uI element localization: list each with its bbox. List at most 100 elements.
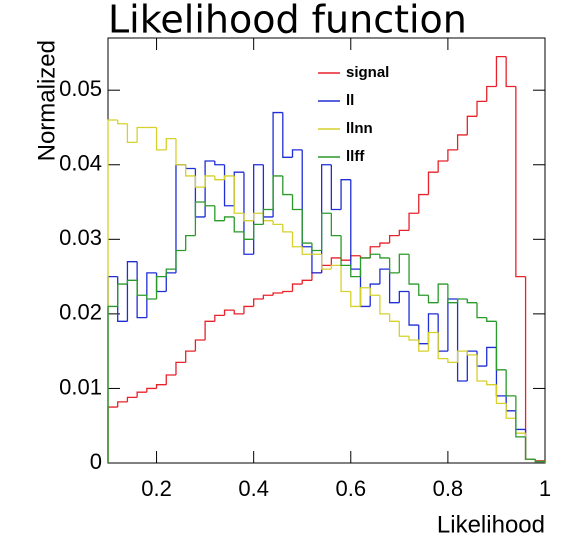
histogram-step bbox=[369, 253, 380, 258]
histogram-step bbox=[340, 235, 351, 267]
histogram-step bbox=[369, 287, 380, 296]
histogram-step bbox=[340, 265, 351, 293]
histogram-step bbox=[466, 351, 478, 356]
histogram-step bbox=[126, 396, 138, 402]
histogram-step bbox=[456, 298, 468, 382]
y-tick-label: 0.04 bbox=[59, 151, 102, 176]
legend-label: llnn bbox=[346, 120, 373, 137]
histogram-step bbox=[476, 354, 487, 382]
histogram-step bbox=[146, 272, 157, 318]
histogram-step bbox=[505, 369, 516, 397]
histogram-step bbox=[214, 314, 225, 322]
histogram-step bbox=[233, 175, 244, 214]
histogram-step bbox=[291, 231, 303, 248]
histogram-step bbox=[301, 209, 312, 244]
histogram-step bbox=[408, 212, 419, 231]
histogram-step bbox=[282, 290, 293, 293]
y-tick-label: 0.03 bbox=[59, 225, 102, 250]
histogram-step bbox=[427, 295, 439, 304]
histogram-step bbox=[515, 395, 526, 438]
histogram-step bbox=[379, 295, 390, 315]
histogram-step bbox=[233, 216, 244, 233]
histogram-step bbox=[272, 175, 283, 210]
histogram-step bbox=[126, 279, 138, 285]
histogram-step bbox=[136, 391, 147, 398]
histogram-step bbox=[505, 56, 516, 88]
y-tick-label: 0 bbox=[90, 449, 102, 474]
histogram-step bbox=[146, 295, 157, 300]
x-tick-label: 1 bbox=[539, 476, 551, 501]
histogram-step bbox=[456, 134, 468, 150]
histogram-step bbox=[408, 254, 419, 285]
histogram-step bbox=[437, 283, 448, 303]
histogram-step bbox=[214, 161, 225, 166]
histogram-step bbox=[175, 249, 186, 270]
histogram-step bbox=[486, 85, 497, 102]
histogram-step bbox=[282, 175, 293, 196]
histogram-step bbox=[398, 229, 410, 236]
histogram-step bbox=[320, 254, 332, 270]
histogram-step bbox=[524, 436, 536, 460]
histogram-step bbox=[214, 205, 225, 222]
histogram-step bbox=[155, 127, 167, 151]
histogram-step bbox=[398, 253, 410, 273]
histogram-step bbox=[379, 268, 390, 285]
histogram-step bbox=[359, 287, 371, 307]
histogram-step bbox=[117, 283, 128, 307]
histogram-step bbox=[476, 302, 487, 319]
histogram-step bbox=[117, 120, 128, 125]
histogram-step bbox=[408, 336, 419, 341]
histogram-step bbox=[214, 175, 225, 181]
histogram-step bbox=[204, 320, 215, 340]
histogram-step bbox=[233, 310, 244, 315]
histogram-step bbox=[398, 290, 410, 303]
histogram-step bbox=[379, 242, 390, 247]
histogram-step bbox=[437, 332, 448, 360]
histogram-step bbox=[243, 231, 254, 240]
histogram-step bbox=[126, 261, 138, 322]
histogram-step bbox=[320, 212, 332, 251]
histogram-step bbox=[185, 234, 196, 251]
histogram-step bbox=[456, 298, 468, 303]
histogram-step bbox=[272, 220, 283, 226]
histogram-step bbox=[165, 268, 176, 277]
histogram-step bbox=[136, 126, 147, 143]
y-tick-label: 0.05 bbox=[59, 76, 102, 101]
histogram-step bbox=[350, 265, 361, 278]
histogram-step bbox=[388, 313, 400, 322]
histogram-step bbox=[282, 224, 293, 233]
histogram-step bbox=[398, 321, 410, 337]
y-tick-label: 0.01 bbox=[59, 374, 102, 399]
x-tick-label: 0.6 bbox=[335, 476, 366, 501]
histogram-step bbox=[291, 283, 303, 292]
histogram-step bbox=[486, 380, 497, 386]
histogram-step bbox=[204, 160, 215, 217]
histogram-step bbox=[185, 350, 196, 363]
histogram-step bbox=[495, 55, 507, 87]
y-tick-label: 0.02 bbox=[59, 300, 102, 325]
histogram-step bbox=[117, 401, 128, 408]
histogram-step bbox=[330, 213, 342, 237]
histogram-step bbox=[223, 175, 235, 180]
chart-title: Likelihood function bbox=[108, 0, 467, 42]
histogram-step bbox=[418, 284, 429, 296]
histogram-step bbox=[379, 254, 390, 259]
histogram-step bbox=[204, 202, 215, 207]
histogram-step bbox=[515, 86, 526, 278]
histogram-step bbox=[165, 374, 176, 385]
histogram-step bbox=[194, 175, 206, 188]
histogram-step bbox=[243, 305, 254, 314]
histogram-step bbox=[447, 284, 458, 304]
histogram-step bbox=[155, 384, 167, 389]
histogram-step bbox=[456, 350, 468, 363]
histogram-step bbox=[291, 194, 303, 211]
histogram-step bbox=[466, 298, 478, 304]
histogram-step bbox=[388, 257, 400, 274]
y-axis-label: Normalized bbox=[33, 40, 60, 161]
histogram-step bbox=[476, 100, 487, 117]
x-tick-label: 0.2 bbox=[141, 476, 172, 501]
histogram-step bbox=[388, 234, 400, 244]
histogram-step bbox=[427, 331, 439, 352]
histogram-step bbox=[437, 160, 448, 173]
